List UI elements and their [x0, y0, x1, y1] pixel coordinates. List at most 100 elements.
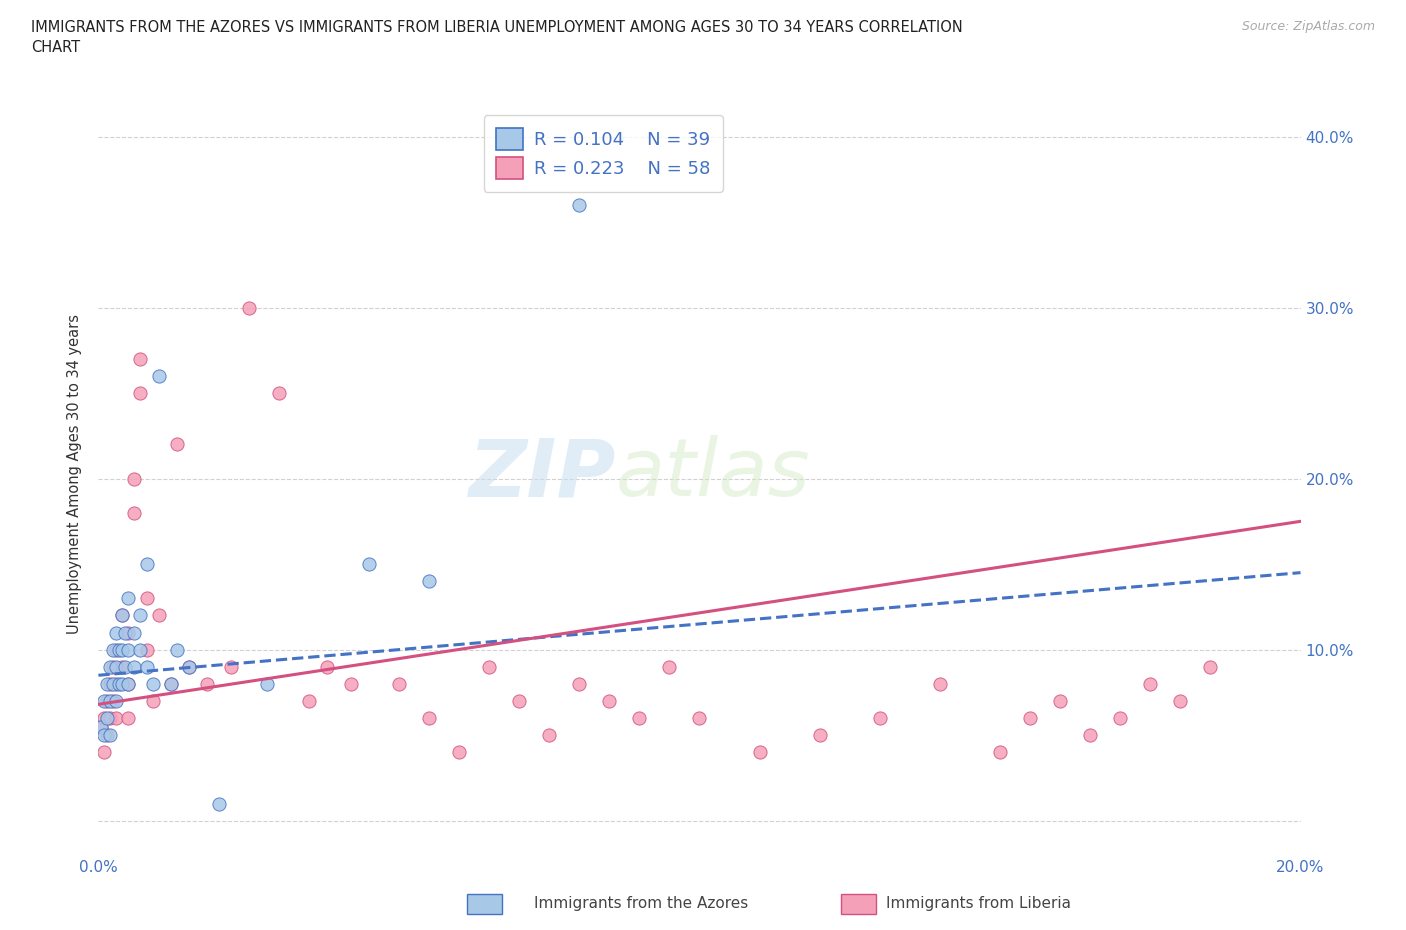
Point — [208, 796, 231, 811]
Point — [111, 643, 134, 658]
Point — [124, 659, 146, 674]
Point — [103, 659, 125, 674]
Point — [129, 643, 152, 658]
Point — [103, 694, 125, 709]
Point — [1199, 659, 1222, 674]
Point — [808, 727, 831, 742]
Point — [298, 694, 321, 709]
Point — [93, 694, 115, 709]
Point — [100, 676, 122, 691]
Text: atlas: atlas — [616, 435, 810, 513]
Point — [129, 386, 152, 401]
Legend: R = 0.104    N = 39, R = 0.223    N = 58: R = 0.104 N = 39, R = 0.223 N = 58 — [484, 115, 723, 192]
Text: IMMIGRANTS FROM THE AZORES VS IMMIGRANTS FROM LIBERIA UNEMPLOYMENT AMONG AGES 30: IMMIGRANTS FROM THE AZORES VS IMMIGRANTS… — [31, 20, 963, 55]
Point — [1049, 694, 1071, 709]
Point — [135, 591, 157, 605]
Text: ZIP: ZIP — [468, 435, 616, 513]
Point — [628, 711, 651, 725]
Point — [135, 557, 157, 572]
Point — [598, 694, 620, 709]
Point — [105, 711, 128, 725]
Point — [103, 643, 125, 658]
Point — [135, 643, 157, 658]
Point — [117, 625, 139, 640]
Point — [93, 727, 115, 742]
Point — [148, 368, 170, 383]
Point — [748, 745, 770, 760]
Point — [111, 608, 134, 623]
Point — [418, 574, 440, 589]
Point — [340, 676, 363, 691]
Point — [256, 676, 278, 691]
Point — [1078, 727, 1101, 742]
Point — [357, 557, 380, 572]
Point — [103, 676, 125, 691]
Point — [166, 437, 188, 452]
Point — [177, 659, 200, 674]
Point — [96, 711, 118, 725]
Text: Source: ZipAtlas.com: Source: ZipAtlas.com — [1241, 20, 1375, 33]
Point — [219, 659, 242, 674]
Point — [658, 659, 681, 674]
Point — [689, 711, 711, 725]
Point — [141, 694, 163, 709]
Point — [238, 300, 260, 315]
Point — [93, 711, 115, 725]
Point — [105, 694, 128, 709]
Y-axis label: Unemployment Among Ages 30 to 34 years: Unemployment Among Ages 30 to 34 years — [67, 314, 83, 634]
Point — [988, 745, 1011, 760]
Point — [117, 591, 139, 605]
Point — [96, 676, 118, 691]
Point — [388, 676, 411, 691]
Point — [148, 608, 170, 623]
Point — [538, 727, 561, 742]
Point — [100, 659, 122, 674]
Point — [508, 694, 530, 709]
Point — [124, 472, 146, 486]
Point — [108, 676, 131, 691]
Point — [177, 659, 200, 674]
Point — [1139, 676, 1161, 691]
Point — [96, 694, 118, 709]
Point — [105, 625, 128, 640]
Point — [124, 505, 146, 520]
Point — [315, 659, 337, 674]
Point — [105, 659, 128, 674]
Point — [141, 676, 163, 691]
Point — [111, 676, 134, 691]
Point — [100, 694, 122, 709]
Point — [447, 745, 470, 760]
Point — [105, 676, 128, 691]
Point — [117, 676, 139, 691]
Point — [108, 643, 131, 658]
Point — [117, 711, 139, 725]
Point — [568, 197, 591, 212]
Point — [1109, 711, 1132, 725]
Point — [129, 608, 152, 623]
Point — [195, 676, 218, 691]
Point — [478, 659, 501, 674]
Point — [90, 719, 112, 734]
Point — [90, 719, 112, 734]
Point — [105, 643, 128, 658]
Text: Immigrants from the Azores: Immigrants from the Azores — [534, 897, 748, 911]
Point — [568, 676, 591, 691]
Point — [129, 352, 152, 366]
Point — [96, 727, 118, 742]
Point — [100, 727, 122, 742]
Point — [124, 625, 146, 640]
Point — [117, 643, 139, 658]
Point — [1170, 694, 1192, 709]
Point — [111, 659, 134, 674]
Point — [166, 643, 188, 658]
Point — [1019, 711, 1042, 725]
Point — [135, 659, 157, 674]
Point — [159, 676, 181, 691]
Point — [267, 386, 290, 401]
Point — [100, 711, 122, 725]
Point — [93, 745, 115, 760]
Point — [114, 659, 136, 674]
Point — [159, 676, 181, 691]
Point — [418, 711, 440, 725]
Text: 0.0%: 0.0% — [79, 860, 118, 875]
